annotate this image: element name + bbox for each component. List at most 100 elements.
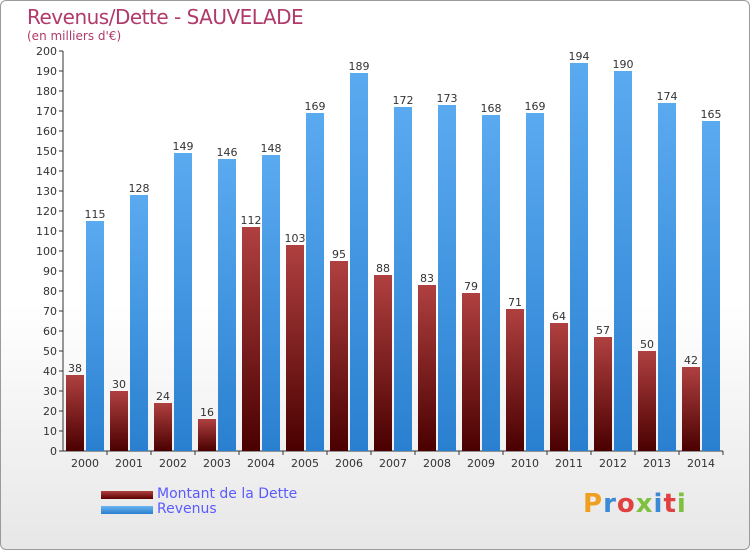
x-tick-label: 2002 <box>159 457 187 470</box>
x-tick-label: 2009 <box>467 457 495 470</box>
data-label-debt-2014: 42 <box>684 354 698 367</box>
data-label-revenue-2012: 190 <box>613 58 634 71</box>
bar-revenue-2009 <box>482 115 500 451</box>
proxiti-logo: Proxiti <box>583 489 687 519</box>
y-tick-label: 40 <box>43 365 57 378</box>
x-tick-label: 2012 <box>599 457 627 470</box>
y-tick-label: 50 <box>43 345 57 358</box>
y-tick-label: 90 <box>43 265 57 278</box>
data-label-debt-2000: 38 <box>68 362 82 375</box>
bar-revenue-2003 <box>218 159 236 451</box>
bar-debt-2007 <box>374 275 392 451</box>
x-tick-label: 2007 <box>379 457 407 470</box>
x-tick-label: 2000 <box>71 457 99 470</box>
bar-revenue-2011 <box>570 63 588 451</box>
x-tick-label: 2013 <box>643 457 671 470</box>
data-label-debt-2005: 103 <box>285 232 306 245</box>
bar-revenue-2006 <box>350 73 368 451</box>
legend-label-revenue: Revenus <box>157 501 217 517</box>
x-tick-label: 2014 <box>687 457 715 470</box>
y-tick-label: 110 <box>36 225 57 238</box>
data-label-revenue-2001: 128 <box>129 182 150 195</box>
legend: Montant de la Dette Revenus <box>101 487 297 517</box>
data-label-revenue-2007: 172 <box>393 94 414 107</box>
y-tick-label: 100 <box>36 245 57 258</box>
y-tick-label: 150 <box>36 145 57 158</box>
x-tick-label: 2003 <box>203 457 231 470</box>
data-label-debt-2002: 24 <box>156 390 170 403</box>
y-tick-label: 140 <box>36 165 57 178</box>
x-tick-label: 2010 <box>511 457 539 470</box>
data-label-revenue-2004: 148 <box>261 142 282 155</box>
bar-debt-2009 <box>462 293 480 451</box>
bar-debt-2005 <box>286 245 304 451</box>
bar-debt-2013 <box>638 351 656 451</box>
legend-item-debt: Montant de la Dette <box>101 487 297 502</box>
x-tick-label: 2001 <box>115 457 143 470</box>
bar-revenue-2012 <box>614 71 632 451</box>
data-label-debt-2010: 71 <box>508 296 522 309</box>
legend-label-debt: Montant de la Dette <box>157 486 298 502</box>
x-tick-label: 2006 <box>335 457 363 470</box>
bar-debt-2011 <box>550 323 568 451</box>
y-tick-label: 70 <box>43 305 57 318</box>
y-tick-label: 80 <box>43 285 57 298</box>
x-tick-label: 2004 <box>247 457 275 470</box>
logo-letter: r <box>603 489 617 519</box>
bar-debt-2003 <box>198 419 216 451</box>
bar-revenue-2002 <box>174 153 192 451</box>
x-tick-label: 2005 <box>291 457 319 470</box>
y-tick-label: 190 <box>36 65 57 78</box>
bar-revenue-2013 <box>658 103 676 451</box>
data-label-revenue-2006: 189 <box>349 60 370 73</box>
data-label-debt-2006: 95 <box>332 248 346 261</box>
y-tick-label: 60 <box>43 325 57 338</box>
data-label-debt-2008: 83 <box>420 272 434 285</box>
legend-item-revenue: Revenus <box>101 502 297 517</box>
bar-debt-2010 <box>506 309 524 451</box>
y-tick-label: 160 <box>36 125 57 138</box>
y-tick-label: 120 <box>36 205 57 218</box>
bar-revenue-2004 <box>262 155 280 451</box>
chart-title: Revenus/Dette - SAUVELADE <box>27 5 304 29</box>
legend-swatch-debt <box>101 490 153 499</box>
data-label-revenue-2014: 165 <box>701 108 722 121</box>
bar-revenue-2007 <box>394 107 412 451</box>
bar-revenue-2010 <box>526 113 544 451</box>
logo-letter: o <box>616 489 636 519</box>
bar-debt-2002 <box>154 403 172 451</box>
bar-revenue-2008 <box>438 105 456 451</box>
data-label-revenue-2011: 194 <box>569 50 590 63</box>
y-tick-label: 200 <box>36 45 57 58</box>
bar-debt-2001 <box>110 391 128 451</box>
y-tick-label: 180 <box>36 85 57 98</box>
logo-letter: t <box>663 489 677 519</box>
data-label-debt-2013: 50 <box>640 338 654 351</box>
data-label-revenue-2005: 169 <box>305 100 326 113</box>
data-label-debt-2012: 57 <box>596 324 610 337</box>
y-tick-label: 0 <box>50 445 57 458</box>
bar-debt-2012 <box>594 337 612 451</box>
chart-subtitle: (en milliers d'€) <box>27 29 122 43</box>
data-label-debt-2009: 79 <box>464 280 478 293</box>
data-label-revenue-2003: 146 <box>217 146 238 159</box>
bar-revenue-2001 <box>130 195 148 451</box>
bar-debt-2006 <box>330 261 348 451</box>
data-label-revenue-2002: 149 <box>173 140 194 153</box>
bar-debt-2014 <box>682 367 700 451</box>
bar-debt-2008 <box>418 285 436 451</box>
logo-letter: x <box>635 489 654 519</box>
logo-letter: i <box>653 489 664 519</box>
logo-letter: P <box>583 489 604 519</box>
bar-debt-2004 <box>242 227 260 451</box>
logo-letter: i <box>676 489 687 519</box>
y-tick-label: 10 <box>43 425 57 438</box>
data-label-revenue-2009: 168 <box>481 102 502 115</box>
x-tick-label: 2011 <box>555 457 583 470</box>
y-tick-label: 20 <box>43 405 57 418</box>
bar-revenue-2005 <box>306 113 324 451</box>
bar-revenue-2000 <box>86 221 104 451</box>
data-label-debt-2001: 30 <box>112 378 126 391</box>
